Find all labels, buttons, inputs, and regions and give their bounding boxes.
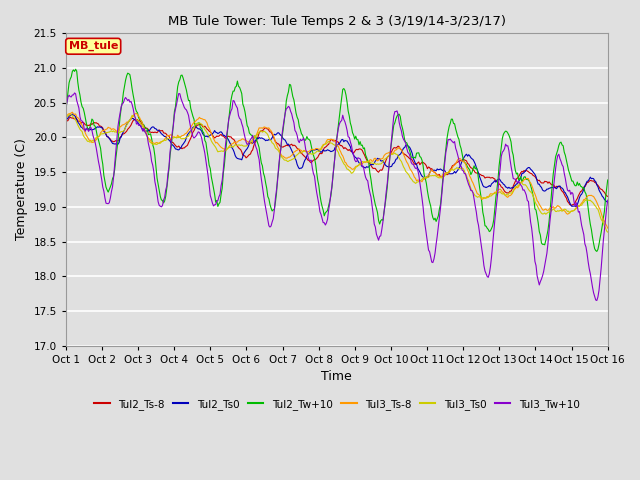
Text: MB_tule: MB_tule [68, 41, 118, 51]
Y-axis label: Temperature (C): Temperature (C) [15, 139, 28, 240]
Legend: Tul2_Ts-8, Tul2_Ts0, Tul2_Tw+10, Tul3_Ts-8, Tul3_Ts0, Tul3_Tw+10: Tul2_Ts-8, Tul2_Ts0, Tul2_Tw+10, Tul3_Ts… [90, 395, 584, 414]
Title: MB Tule Tower: Tule Temps 2 & 3 (3/19/14-3/23/17): MB Tule Tower: Tule Temps 2 & 3 (3/19/14… [168, 15, 506, 28]
X-axis label: Time: Time [321, 370, 352, 383]
